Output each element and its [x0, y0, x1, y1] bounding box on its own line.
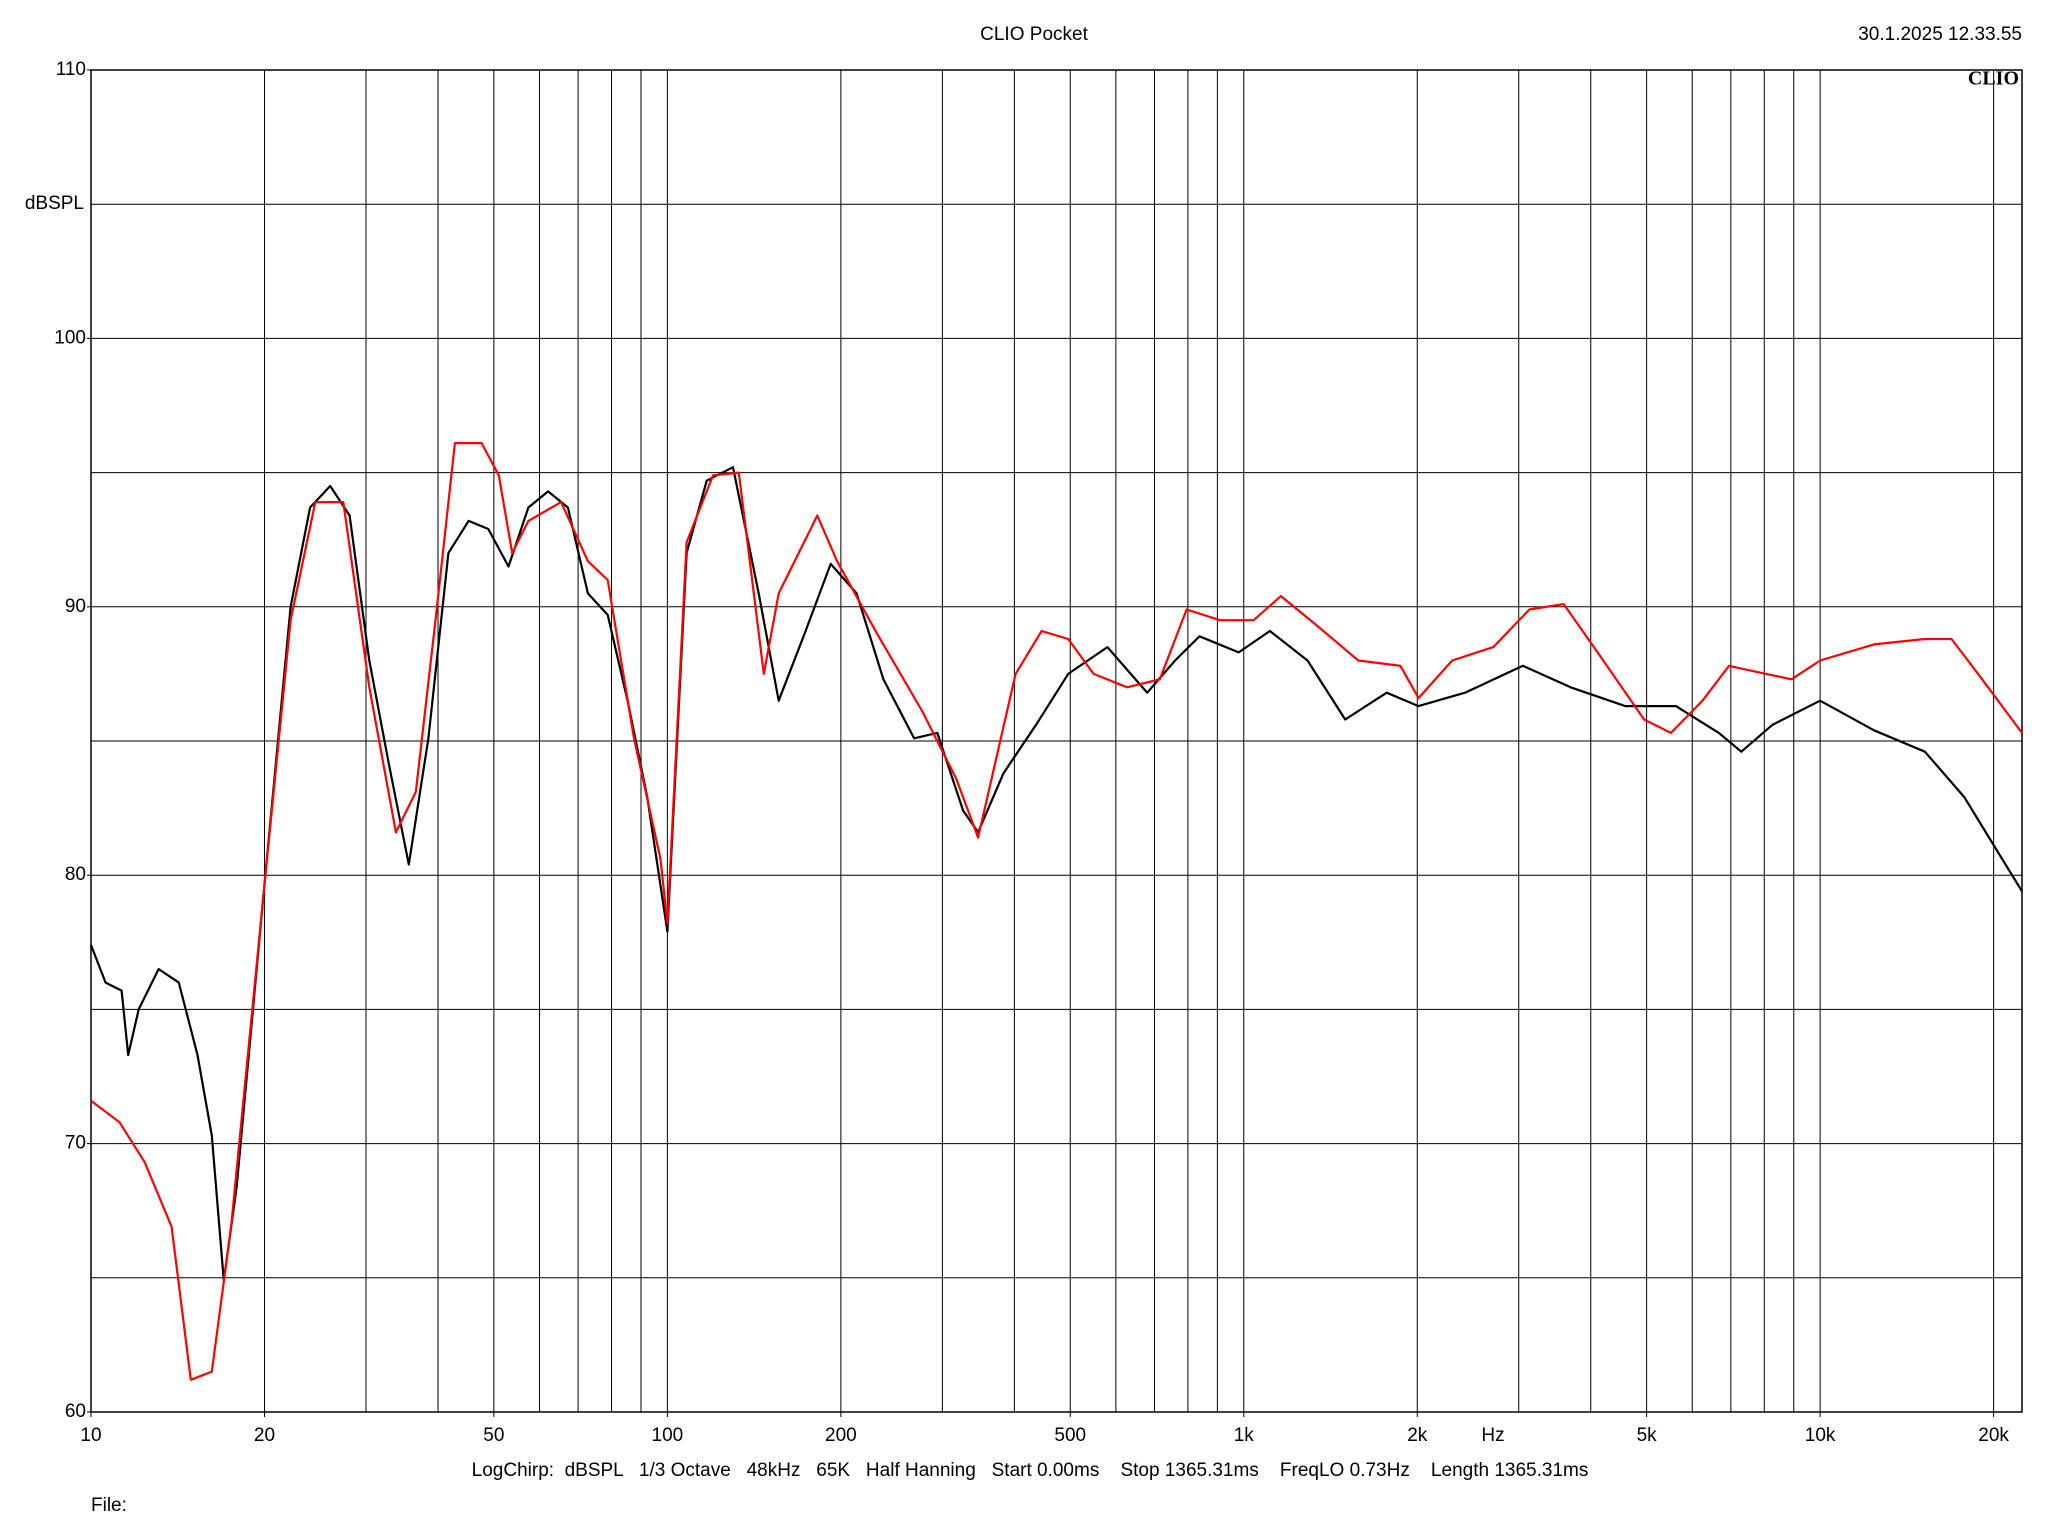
x-tick-label: 20 [254, 1425, 275, 1446]
x-tick-label: 100 [652, 1425, 684, 1446]
x-tick-label: 1k [1234, 1425, 1255, 1446]
x-tick-label: 5k [1637, 1425, 1658, 1446]
x-tick-label: 10 [80, 1425, 101, 1446]
x-tick-label: 10k [1805, 1425, 1836, 1446]
y-tick-label: 80 [65, 864, 86, 885]
x-tick-label: 200 [825, 1425, 857, 1446]
y-axis-label: dBSPL [25, 193, 84, 214]
chart-title: CLIO Pocket [980, 24, 1088, 45]
y-tick-label: 100 [54, 327, 86, 348]
x-axis-label: Hz [1481, 1425, 1504, 1446]
y-tick-label: 70 [65, 1133, 86, 1154]
plot-border [90, 69, 2023, 1413]
footer: LogChirp: dBSPL 1/3 Octave 48kHz 65K Hal… [472, 1460, 1589, 1481]
timestamp: 30.1.2025 12.33.55 [1858, 24, 2022, 45]
series-line [90, 442, 2023, 1381]
x-tick-label: 500 [1054, 1425, 1086, 1446]
x-tick-label: 2k [1407, 1425, 1428, 1446]
y-tick-label: 90 [65, 596, 86, 617]
x-tick-label: 20k [1978, 1425, 2009, 1446]
y-tick-label: 60 [65, 1401, 86, 1422]
y-tick-label: 110 [56, 59, 86, 80]
file-label: File: [91, 1495, 127, 1516]
x-tick-label: 50 [483, 1425, 504, 1446]
